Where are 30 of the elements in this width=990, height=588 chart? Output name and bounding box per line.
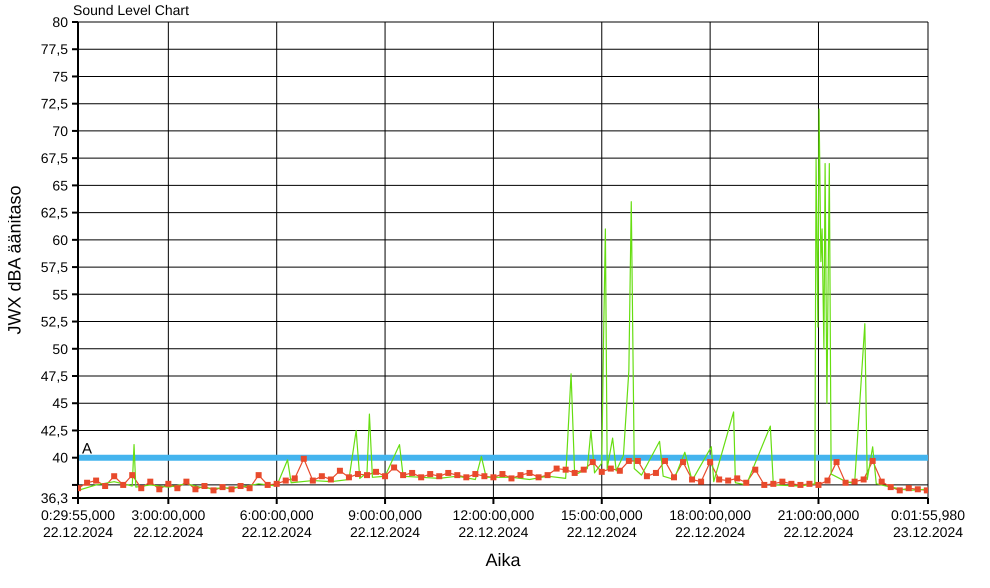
y-tick-label: 45: [52, 395, 68, 412]
y-tick-label: 50: [52, 340, 68, 357]
y-tick-label: 75: [52, 68, 68, 84]
y-tick-label: 80: [52, 14, 68, 30]
y-tick-label: 70: [52, 122, 68, 139]
y-tick-label: 72,5: [40, 96, 68, 112]
y-tick-label: 36,3: [40, 490, 68, 506]
y-tick-label: 67,5: [40, 150, 68, 166]
y-tick-label: 60: [52, 232, 68, 248]
y-tick-label: 42,5: [40, 422, 68, 438]
y-tick-label: 65: [52, 177, 68, 194]
y-tick-label: 62,5: [40, 204, 68, 221]
x-tick-label: 9:00:00,000 22.12.2024: [348, 507, 422, 540]
y-tick-label: 55: [52, 286, 68, 302]
x-tick-label: 21:00:00,000 22.12.2024: [778, 507, 860, 540]
x-tick-label: 18:00:00,000 22.12.2024: [669, 507, 752, 540]
x-axis-title: Aika: [485, 550, 522, 570]
x-tick-label: 12:00:00,000 22.12.2024: [452, 507, 534, 540]
ref-line-label: A: [82, 440, 92, 458]
y-tick-label: 40: [52, 450, 68, 466]
chart-title: Sound Level Chart: [73, 2, 189, 18]
y-tick-label: 57,5: [40, 259, 68, 276]
x-tick-label: 0:29:55,000 22.12.2024: [41, 507, 116, 540]
x-tick-label: 3:00:00,000 22.12.2024: [131, 507, 206, 540]
y-tick-label: 77,5: [40, 41, 68, 58]
x-tick-label: 0:01:55,980 23.12.2024: [891, 507, 966, 540]
y-tick-label: 52,5: [40, 314, 68, 330]
y-tick-label: 47,5: [40, 368, 68, 384]
x-tick-label: 6:00:00,000 22.12.2024: [240, 507, 314, 540]
x-tick-label: 15:00:00,000 22.12.2024: [560, 507, 643, 540]
